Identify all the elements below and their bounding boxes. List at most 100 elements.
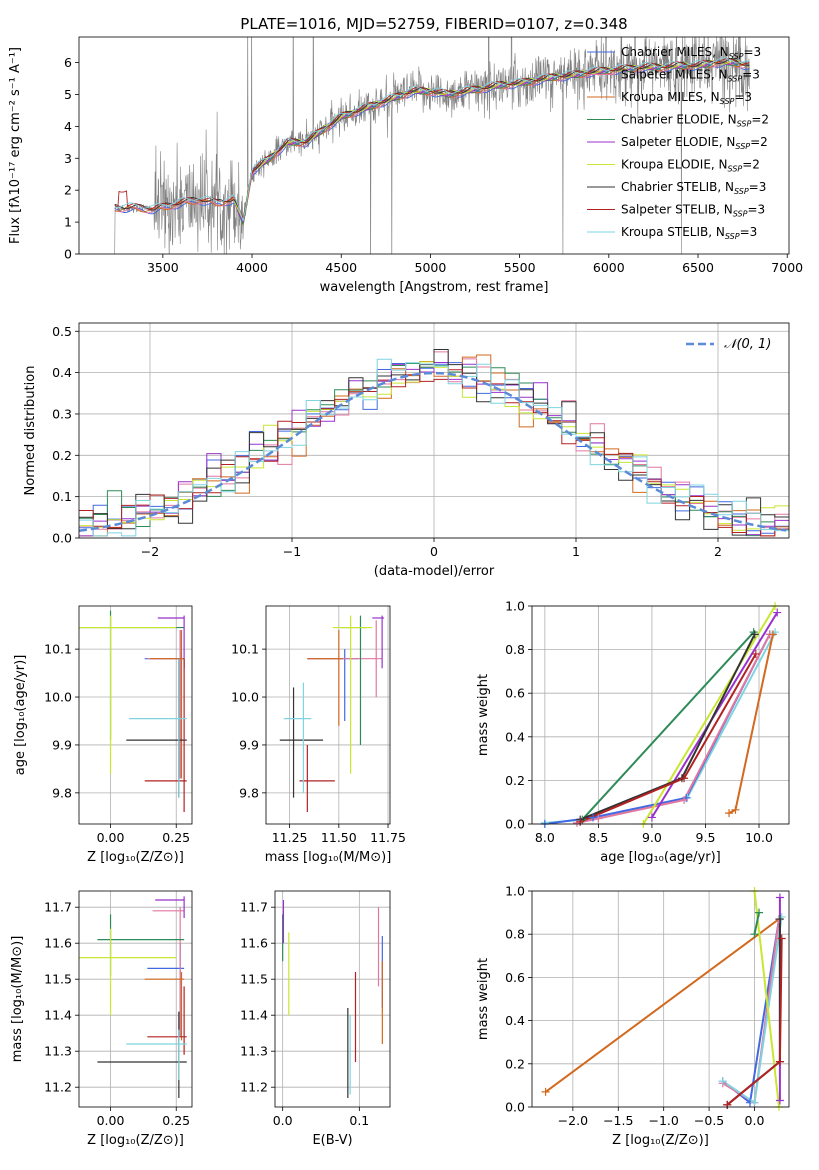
- y-tick-label: 0.6: [505, 970, 525, 985]
- x-tick-label: 7000: [771, 260, 803, 275]
- legend-label-sub: SSP: [734, 187, 749, 196]
- figure-title: PLATE=1016, MJD=52759, FIBERID=0107, z=0…: [240, 15, 627, 33]
- x-tick-label: 0: [430, 544, 438, 559]
- weight-marker: [750, 930, 759, 939]
- x-tick-label: 6000: [593, 260, 625, 275]
- x-tick-label: 9.5: [696, 830, 716, 845]
- legend-label-text: Salpeter STELIB, N: [621, 203, 733, 217]
- weight-marker: [775, 1057, 784, 1066]
- legend-label-text: Kroupa MILES, N: [621, 90, 720, 104]
- weight-marker: [576, 817, 585, 826]
- histogram-step-line: [79, 349, 789, 536]
- legend-label-tail: =3: [747, 203, 765, 217]
- y-tick-label: 0.8: [505, 927, 525, 942]
- y-tick-label: 11.6: [44, 936, 72, 951]
- weight-line: [545, 918, 780, 1093]
- y-tick-label: 0.3: [52, 406, 72, 421]
- histogram-step-line: [79, 369, 789, 537]
- legend-label-sub: SSP: [728, 75, 743, 84]
- weight-marker: [750, 1098, 759, 1107]
- y-tick-label: 11.3: [44, 1044, 72, 1059]
- legend-label-sub: SSP: [735, 142, 750, 151]
- legend-label-sub: SSP: [720, 97, 735, 106]
- weight-line: [576, 633, 771, 824]
- axes-frame: [531, 890, 790, 1108]
- weight-marker: [589, 813, 598, 822]
- weight-marker: [731, 805, 740, 814]
- y-tick-label: 10.0: [44, 690, 72, 705]
- x-tick-label: 1: [572, 544, 580, 559]
- legend-label-text: Salpeter ELODIE, N: [621, 135, 735, 149]
- y-tick-label: 9.8: [239, 785, 259, 800]
- x-axis-label: Z [log₁₀(Z/Z⊙)]: [87, 850, 184, 865]
- x-tick-label: 10.0: [745, 830, 773, 845]
- x-tick-label: 0.00: [97, 830, 125, 845]
- weight-marker: [723, 1100, 732, 1109]
- y-axis-label: mass weight: [476, 674, 491, 756]
- weight-line: [753, 912, 760, 935]
- x-tick-label: 2: [714, 544, 722, 559]
- legend-label-sub: SSP: [725, 232, 740, 241]
- weight-marker: [775, 915, 784, 924]
- plot-area: [279, 615, 385, 813]
- y-tick-label: 11.7: [240, 900, 268, 915]
- axes-frame: [78, 890, 193, 1108]
- weight-marker: [647, 813, 656, 822]
- y-tick-label: 2: [64, 183, 72, 198]
- x-tick-label: −0.5: [694, 1113, 724, 1128]
- spectrum-panel: 3500 4000 4500 5000 5500 6000 6500 7000 0 1 2 3 4 5 6 w…: [8, 36, 803, 295]
- mass-vs-metallicity-panel: 0.00 0.25 11.2 11.3 11.4 11.5 11.6 11.7 Z [log₁₀…: [10, 890, 193, 1148]
- y-tick-label: 5: [64, 87, 72, 102]
- y-tick-label: 11.5: [240, 972, 268, 987]
- y-tick-label: 0: [64, 247, 72, 262]
- plot-area: [79, 610, 187, 813]
- axes-frame: [531, 605, 790, 825]
- histogram-step-line: [79, 358, 789, 537]
- weight-marker: [680, 796, 689, 805]
- legend-label-text: Chabrier MILES, N: [621, 45, 729, 59]
- model-spectrum-line: [114, 57, 750, 222]
- weight-line: [642, 606, 776, 824]
- y-tick-label: 11.3: [240, 1044, 268, 1059]
- y-tick-label: 11.2: [240, 1080, 268, 1095]
- weight-marker: [541, 1087, 550, 1096]
- y-tick-label: 1: [64, 215, 72, 230]
- y-tick-label: 0.4: [505, 729, 525, 744]
- weight-marker: [751, 649, 760, 658]
- legend-label: Salpeter MILES, NSSP=3: [621, 68, 760, 84]
- weight-vs-age-panel: 8.0 8.5 9.0 9.5 10.0 0.0 0.2 0.4 0.6 0.8 1.0 age [l…: [476, 599, 790, 865]
- weight-line: [581, 631, 755, 821]
- axes-frame: [78, 605, 193, 825]
- y-axis-label: mass weight: [476, 958, 491, 1040]
- x-axis-label: Z [log₁₀(Z/Z⊙)]: [87, 1133, 184, 1148]
- x-axis-label: wavelength [Angstrom, rest frame]: [320, 280, 549, 295]
- weight-line: [722, 918, 780, 1105]
- y-tick-label: 0.2: [52, 448, 72, 463]
- axes-frame: [78, 322, 790, 539]
- plot-area: [544, 606, 779, 824]
- age-vs-metallicity-panel: 0.00 0.25 9.8 9.9 10.0 10.1 Z [log₁₀(Z/Z⊙)] age…: [13, 605, 193, 865]
- legend-label: 𝒩(0, 1): [724, 337, 771, 352]
- mass-vs-extinction-panel: 0.0 0.1 11.2 11.3 11.4 11.5 11.6 11.7 E(B-V): [240, 890, 391, 1148]
- y-tick-label: 4: [64, 119, 72, 134]
- legend-label-sub: SSP: [728, 165, 743, 174]
- legend-label-sub: SSP: [729, 52, 744, 61]
- weight-line: [753, 891, 780, 1107]
- y-tick-label: 10.0: [231, 690, 259, 705]
- legend-label-sub: SSP: [737, 120, 752, 129]
- y-tick-label: 0.5: [52, 324, 72, 339]
- x-axis-label: age [log₁₀(age/yr)]: [600, 850, 721, 865]
- legend-label: Kroupa MILES, NSSP=3: [621, 90, 752, 106]
- y-tick-label: 0.4: [52, 365, 72, 380]
- y-axis-label: age [log₁₀(age/yr)]: [13, 655, 28, 776]
- x-axis-label: Z [log₁₀(Z/Z⊙)]: [612, 1133, 709, 1148]
- x-tick-label: −1.5: [603, 1113, 633, 1128]
- weight-marker: [775, 1096, 784, 1105]
- y-tick-label: 11.4: [240, 1008, 268, 1023]
- plot-area: [79, 349, 789, 537]
- weight-marker: [777, 934, 786, 943]
- y-tick-label: 9.9: [52, 737, 72, 752]
- legend-label-tail: =3: [742, 68, 760, 82]
- weight-line: [722, 918, 780, 1105]
- x-tick-label: 0.1: [349, 1113, 369, 1128]
